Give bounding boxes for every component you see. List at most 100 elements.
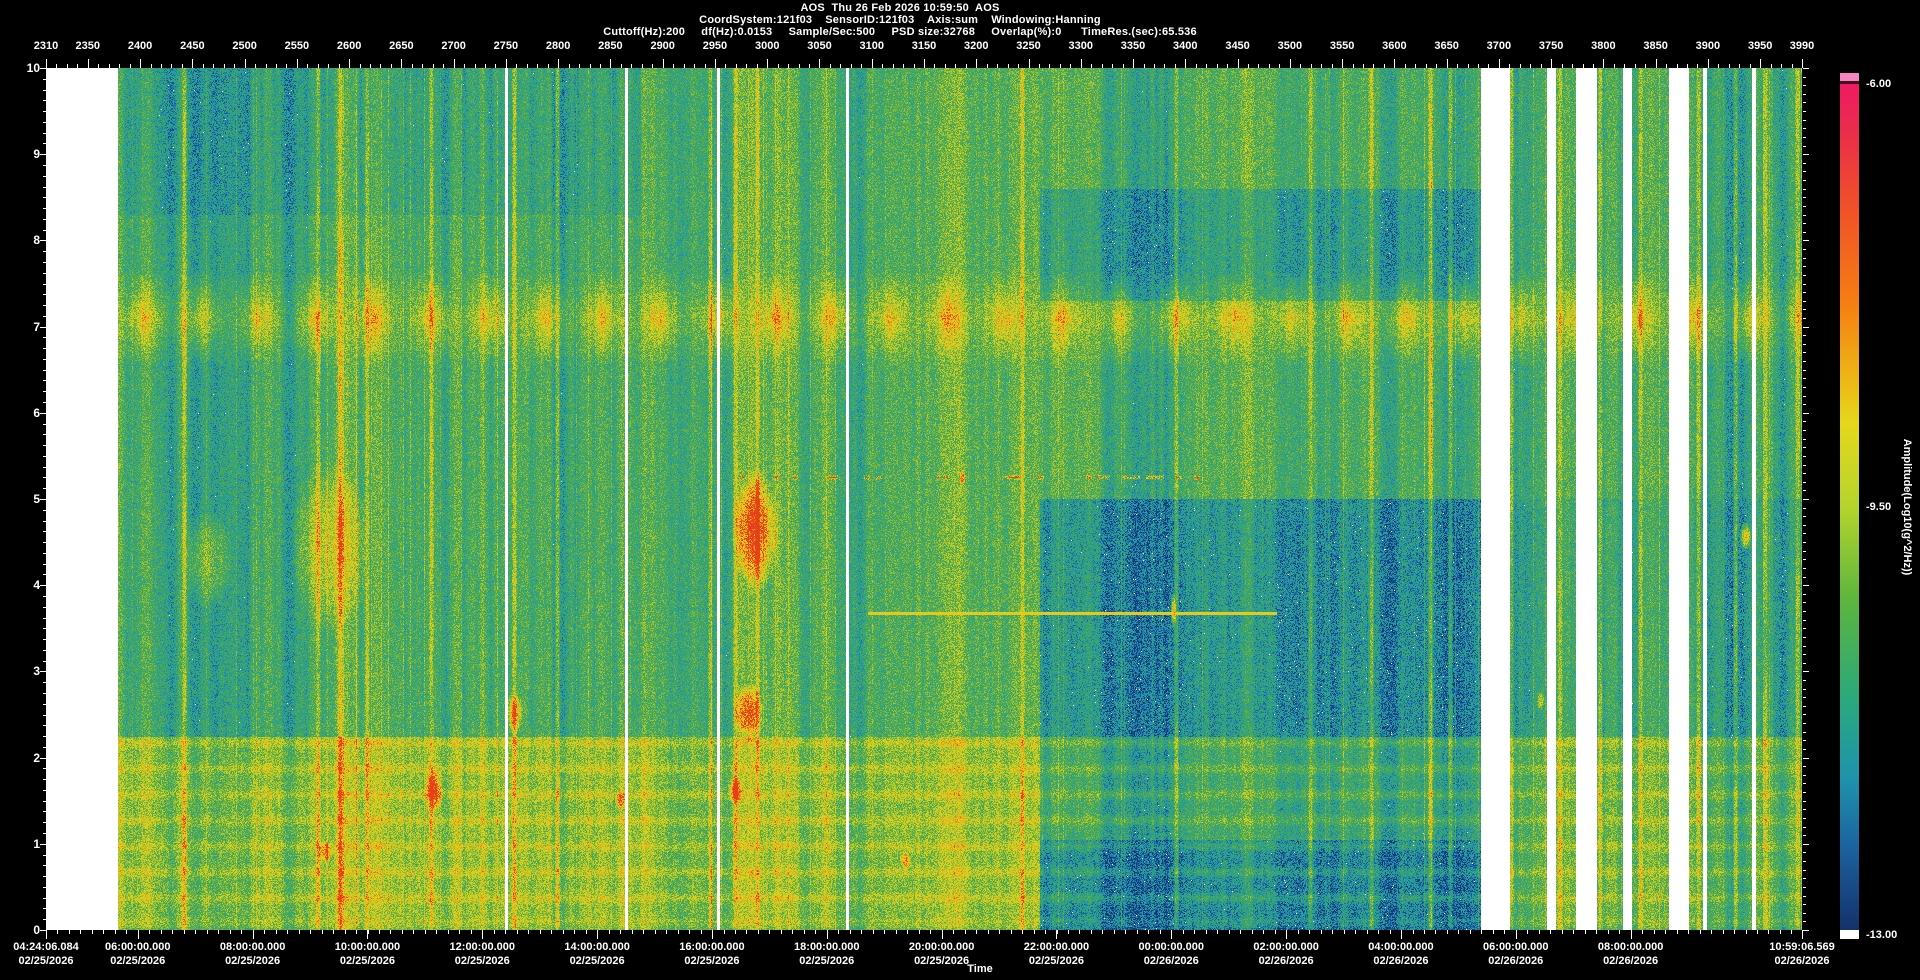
time-tick-label: 04:24:06.084 — [13, 941, 79, 953]
right-ruler-minor-tick — [1803, 258, 1806, 259]
top-axis-minor-tick — [485, 64, 486, 68]
top-axis-major-tick — [1238, 59, 1239, 68]
right-ruler-minor-tick — [1803, 783, 1806, 784]
colorbar-max-label: -6.00 — [1866, 78, 1892, 90]
top-axis-minor-tick — [1039, 64, 1040, 68]
top-axis-major-tick — [976, 59, 977, 68]
time-axis-minor-tick — [1068, 930, 1069, 934]
time-axis-minor-tick — [448, 930, 449, 934]
freq-axis-minor-tick — [43, 445, 46, 446]
time-axis-minor-tick — [126, 930, 127, 934]
freq-axis-minor-tick — [43, 262, 46, 263]
time-axis-minor-tick — [758, 930, 759, 934]
time-axis-minor-tick — [241, 930, 242, 934]
time-axis-minor-tick — [218, 930, 219, 934]
top-axis-minor-tick — [1227, 64, 1228, 68]
time-axis-minor-tick — [1183, 930, 1184, 934]
time-axis-minor-tick — [1631, 930, 1632, 934]
top-axis-minor-tick — [746, 64, 747, 68]
time-axis-major-tick — [1171, 930, 1172, 939]
top-axis-minor-tick — [914, 64, 915, 68]
top-axis-tick-label: 2950 — [702, 40, 728, 52]
time-axis-minor-tick — [965, 930, 966, 934]
right-ruler-major-tick — [1803, 585, 1809, 586]
top-axis-minor-tick — [454, 64, 455, 68]
right-ruler-minor-tick — [1803, 197, 1806, 198]
right-ruler-minor-tick — [1803, 465, 1806, 466]
time-axis-minor-tick — [195, 930, 196, 934]
top-axis-major-tick — [140, 59, 141, 68]
time-axis-minor-tick — [299, 930, 300, 934]
freq-axis-minor-tick — [43, 758, 46, 759]
top-axis-minor-tick — [46, 64, 47, 68]
freq-axis-minor-tick — [43, 273, 46, 274]
freq-axis-minor-tick — [43, 305, 46, 306]
top-axis-minor-tick — [182, 64, 183, 68]
top-axis-minor-tick — [224, 64, 225, 68]
time-axis-major-tick — [712, 930, 713, 939]
top-axis-tick-label: 3400 — [1173, 40, 1198, 52]
top-axis-major-tick — [1760, 59, 1761, 68]
top-axis-minor-tick — [558, 64, 559, 68]
top-axis-tick-label: 2750 — [493, 40, 519, 52]
date-tick-label: 02/25/2026 — [18, 955, 74, 967]
top-axis-tick-label: 3100 — [859, 40, 884, 52]
freq-axis-minor-tick — [43, 337, 46, 338]
time-axis-minor-tick — [1263, 930, 1264, 934]
time-axis-minor-tick — [1148, 930, 1149, 934]
freq-axis-minor-tick — [43, 197, 46, 198]
top-axis-minor-tick — [1112, 64, 1113, 68]
top-axis-minor-tick — [422, 64, 423, 68]
top-axis-major-tick — [1029, 59, 1030, 68]
time-axis-major-tick — [482, 930, 483, 939]
top-axis-major-tick — [1081, 59, 1082, 68]
top-axis-minor-tick — [736, 64, 737, 68]
top-axis-minor-tick — [945, 64, 946, 68]
freq-axis-tick-label: 4 — [33, 578, 40, 593]
top-axis-minor-tick — [433, 64, 434, 68]
top-axis-minor-tick — [1196, 64, 1197, 68]
time-axis-minor-tick — [1458, 930, 1459, 934]
time-axis-minor-tick — [1321, 930, 1322, 934]
time-tick-label: 14:00:00.000 — [564, 941, 630, 953]
time-axis-minor-tick — [310, 930, 311, 934]
time-axis-minor-tick — [1332, 930, 1333, 934]
top-axis-minor-tick — [1133, 64, 1134, 68]
time-axis-minor-tick — [1688, 930, 1689, 934]
top-axis-minor-tick — [851, 64, 852, 68]
right-ruler-minor-tick — [1803, 189, 1806, 190]
top-axis-minor-tick — [830, 64, 831, 68]
date-tick-label: 02/26/2026 — [1258, 955, 1314, 967]
time-axis-minor-tick — [471, 930, 472, 934]
top-axis-minor-tick — [1415, 64, 1416, 68]
time-axis-minor-tick — [838, 930, 839, 934]
top-axis-major-tick — [610, 59, 611, 68]
freq-axis-tick-label: 0 — [33, 923, 40, 937]
right-ruler-minor-tick — [1803, 128, 1806, 129]
top-axis-minor-tick — [600, 64, 601, 68]
colorbar-axis-label: Amplitude(Log10(g^2/Hz)) — [1901, 438, 1913, 576]
top-axis-tick-label: 2600 — [336, 40, 362, 52]
freq-axis-minor-tick — [43, 122, 46, 123]
right-ruler-minor-tick — [1803, 378, 1806, 379]
date-tick-label: 02/25/2026 — [569, 955, 625, 967]
time-axis-minor-tick — [1677, 930, 1678, 934]
time-axis-minor-tick — [1734, 930, 1735, 934]
top-axis-major-tick — [1185, 59, 1186, 68]
time-axis-minor-tick — [230, 930, 231, 934]
top-axis-tick-label: 3650 — [1434, 40, 1459, 52]
time-axis-minor-tick — [1171, 930, 1172, 934]
right-ruler-minor-tick — [1803, 163, 1806, 164]
freq-axis-minor-tick — [43, 661, 46, 662]
top-axis-minor-tick — [1164, 64, 1165, 68]
time-axis-minor-tick — [1435, 930, 1436, 934]
time-axis-minor-tick — [919, 930, 920, 934]
top-axis-minor-tick — [1781, 64, 1782, 68]
top-axis-minor-tick — [1687, 64, 1688, 68]
right-ruler-minor-tick — [1803, 697, 1806, 698]
right-ruler-minor-tick — [1803, 490, 1806, 491]
right-ruler-minor-tick — [1803, 706, 1806, 707]
top-axis-tick-label: 2550 — [284, 40, 310, 52]
freq-axis-minor-tick — [43, 100, 46, 101]
top-axis-minor-tick — [705, 64, 706, 68]
